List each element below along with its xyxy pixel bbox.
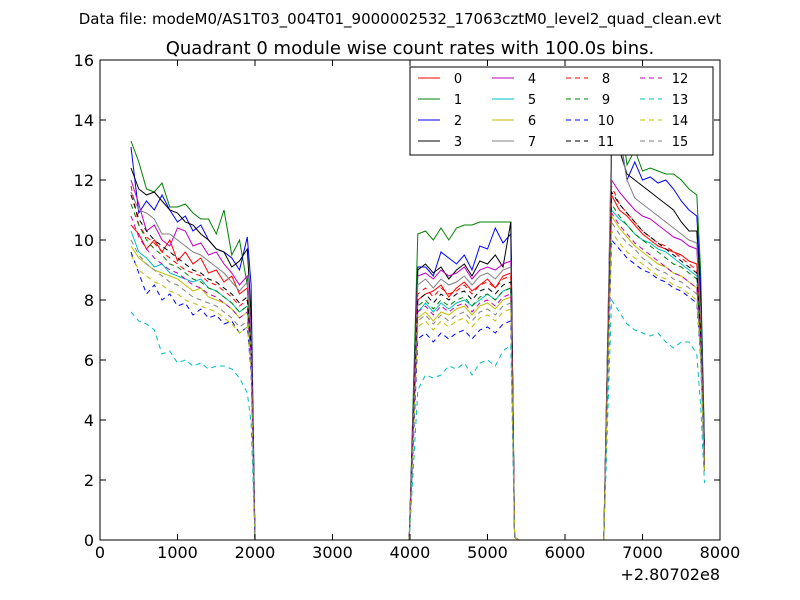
series-line-8 [130,185,705,541]
series-line-10 [130,238,705,541]
legend-box [409,66,714,156]
series-line-5 [130,208,705,541]
legend-label-0: 0 [454,72,462,87]
x-tick-label: 4000 [390,543,431,562]
legend-label-7: 7 [528,135,536,150]
x-tick-label: 5000 [467,543,508,562]
x-offset-label: +2.80702e8 [620,565,720,584]
legend-label-4: 4 [528,72,536,87]
y-tick-label: 2 [84,471,94,490]
y-tick-label: 12 [74,171,94,190]
x-tick-label: 0 [95,543,105,562]
legend-label-6: 6 [528,114,536,129]
series-line-1 [130,107,705,541]
x-tick-label: 7000 [622,543,663,562]
legend-label-9: 9 [602,93,610,108]
x-tick-label: 8000 [700,543,741,562]
series-line-9 [130,202,705,541]
series-line-7 [130,134,705,541]
chart-title: Quadrant 0 module wise count rates with … [166,38,655,59]
y-tick-label: 10 [74,231,94,250]
series-line-0 [130,194,705,541]
series-line-12 [130,211,705,541]
plot-lines [130,107,705,541]
series-line-3 [130,142,705,541]
y-tick-label: 8 [84,291,94,310]
y-tick-label: 6 [84,351,94,370]
y-tick-label: 14 [74,111,94,130]
series-line-14 [130,229,705,541]
x-tick-label: 1000 [157,543,198,562]
legend-label-11: 11 [598,135,615,150]
legend-label-13: 13 [672,93,689,108]
y-tick-label: 4 [84,411,94,430]
axis-ticks: 0 1000 2000 3000 4000 5000 6000 7000 80000246810… [74,51,741,562]
legend-label-8: 8 [602,72,610,87]
legend-label-5: 5 [528,93,536,108]
series-line-2 [130,131,705,541]
y-tick-label: 0 [84,531,94,550]
legend-label-14: 14 [672,114,689,129]
x-tick-label: 2000 [235,543,276,562]
series-line-6 [130,214,705,541]
series-line-4 [130,178,705,541]
legend-label-12: 12 [672,72,689,87]
x-tick-label: 6000 [545,543,586,562]
legend-label-15: 15 [672,135,689,150]
legend-label-10: 10 [598,114,615,129]
legend-label-3: 3 [454,135,462,150]
legend-label-1: 1 [454,93,462,108]
x-tick-label: 3000 [312,543,353,562]
series-line-11 [130,190,705,541]
figure-suptitle: Data file: modeM0/AS1T03_004T01_90000025… [79,10,722,29]
legend-label-2: 2 [454,114,462,129]
y-tick-label: 16 [74,51,94,70]
